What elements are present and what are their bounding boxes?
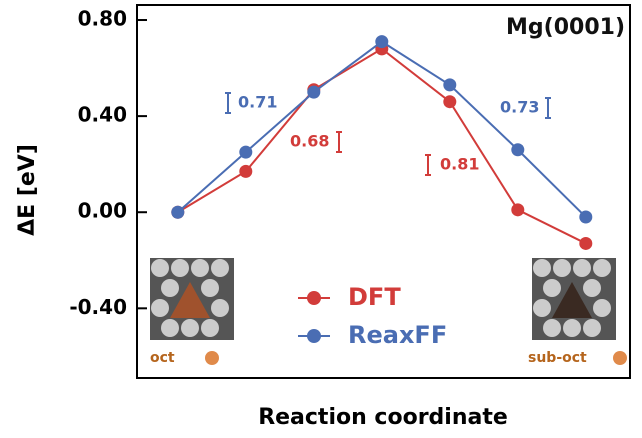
data-point bbox=[239, 145, 253, 159]
annotation-bracket bbox=[336, 131, 342, 153]
annotation: oct bbox=[150, 350, 175, 366]
legend-label: DFT bbox=[348, 283, 401, 311]
annotation: sub-oct bbox=[528, 350, 587, 366]
y-tick-label: 0.40 bbox=[78, 103, 127, 127]
annotation: Mg(0001) bbox=[506, 15, 625, 40]
legend-label: ReaxFF bbox=[348, 321, 447, 349]
x-axis-label: Reaction coordinate bbox=[258, 405, 508, 430]
y-axis-label: ΔE [eV] bbox=[15, 144, 40, 236]
y-tick-label: 0.00 bbox=[78, 199, 127, 223]
annotation: 0.71 bbox=[238, 93, 277, 112]
plot-frame bbox=[136, 4, 631, 379]
data-point bbox=[579, 236, 593, 250]
data-point bbox=[239, 164, 253, 178]
legend-marker bbox=[307, 329, 321, 343]
legend-marker bbox=[307, 291, 321, 305]
annotation-bracket bbox=[425, 154, 431, 176]
data-point bbox=[511, 203, 525, 217]
annotation: 0.81 bbox=[440, 155, 479, 174]
data-point bbox=[443, 78, 457, 92]
data-point bbox=[443, 95, 457, 109]
data-point bbox=[511, 143, 525, 157]
data-point bbox=[171, 205, 185, 219]
series-line bbox=[177, 47, 587, 245]
annotation: 0.73 bbox=[500, 98, 539, 117]
data-point bbox=[307, 85, 321, 99]
data-point bbox=[375, 35, 389, 49]
inset-oct bbox=[150, 258, 234, 365]
inset-sub-oct bbox=[532, 258, 627, 365]
annotation: 0.68 bbox=[290, 132, 329, 151]
y-tick-label: -0.40 bbox=[69, 295, 127, 319]
annotation-bracket bbox=[545, 97, 551, 119]
annotation-bracket bbox=[225, 92, 231, 114]
data-point bbox=[579, 210, 593, 224]
y-tick-label: 0.80 bbox=[78, 7, 127, 31]
series-line bbox=[177, 40, 587, 218]
